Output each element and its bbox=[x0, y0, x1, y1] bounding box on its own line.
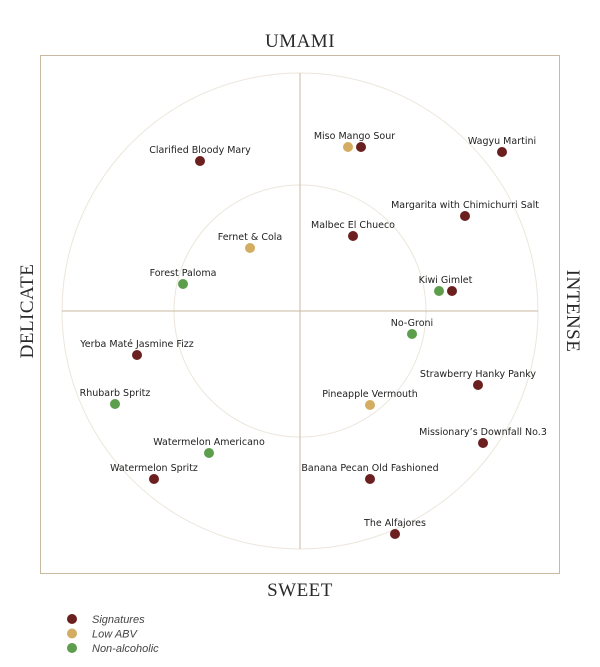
node-dot bbox=[434, 286, 444, 296]
node-label: Clarified Bloody Mary bbox=[149, 145, 251, 156]
node-dot bbox=[195, 156, 205, 166]
node-dot bbox=[204, 448, 214, 458]
legend-dot bbox=[67, 614, 77, 624]
node-label: Wagyu Martini bbox=[468, 136, 536, 147]
axis-bottom: SWEET bbox=[267, 580, 333, 601]
node-dot bbox=[447, 286, 457, 296]
node-label: Pineapple Vermouth bbox=[322, 389, 418, 400]
node-label: No-Groni bbox=[391, 318, 433, 329]
node-label: Yerba Maté Jasmine Fizz bbox=[79, 339, 194, 350]
node-dot bbox=[407, 329, 417, 339]
frame bbox=[40, 55, 560, 574]
node-label: Missionary’s Downfall No.3 bbox=[419, 427, 547, 438]
node-label: Strawberry Hanky Panky bbox=[420, 369, 537, 380]
node-dot bbox=[365, 400, 375, 410]
node-dot bbox=[390, 529, 400, 539]
node-dot bbox=[178, 279, 188, 289]
axis-top: UMAMI bbox=[265, 31, 335, 52]
node-label: Kiwi Gimlet bbox=[419, 275, 473, 286]
node-label: Banana Pecan Old Fashioned bbox=[301, 463, 438, 474]
axis-right: INTENSE bbox=[562, 270, 583, 353]
node-dot bbox=[245, 243, 255, 253]
node-dot bbox=[497, 147, 507, 157]
node-dot bbox=[149, 474, 159, 484]
node-label: Rhubarb Spritz bbox=[80, 388, 151, 399]
node-label: Margarita with Chimichurri Salt bbox=[391, 200, 539, 211]
node-label: Watermelon Spritz bbox=[110, 463, 198, 474]
node-dot bbox=[343, 142, 353, 152]
legend-dot bbox=[67, 643, 77, 653]
node-label: Malbec El Chueco bbox=[311, 220, 395, 231]
node-label: The Alfajores bbox=[363, 518, 426, 529]
node-label: Fernet & Cola bbox=[218, 232, 282, 243]
node-dot bbox=[473, 380, 483, 390]
node-label: Forest Paloma bbox=[150, 268, 217, 279]
node-dot bbox=[132, 350, 142, 360]
axis-left: DELICATE bbox=[17, 264, 38, 359]
node-dot bbox=[478, 438, 488, 448]
node-label: Watermelon Americano bbox=[153, 437, 265, 448]
legend-label: Non-alcoholic bbox=[92, 643, 159, 655]
node-label: Miso Mango Sour bbox=[314, 131, 395, 142]
node-dot bbox=[460, 211, 470, 221]
node-dot bbox=[365, 474, 375, 484]
legend-label: Signatures bbox=[92, 614, 145, 626]
legend-label: Low ABV bbox=[92, 629, 139, 641]
node-dot bbox=[348, 231, 358, 241]
node-dot bbox=[110, 399, 120, 409]
node-dot bbox=[356, 142, 366, 152]
legend-dot bbox=[67, 628, 77, 639]
